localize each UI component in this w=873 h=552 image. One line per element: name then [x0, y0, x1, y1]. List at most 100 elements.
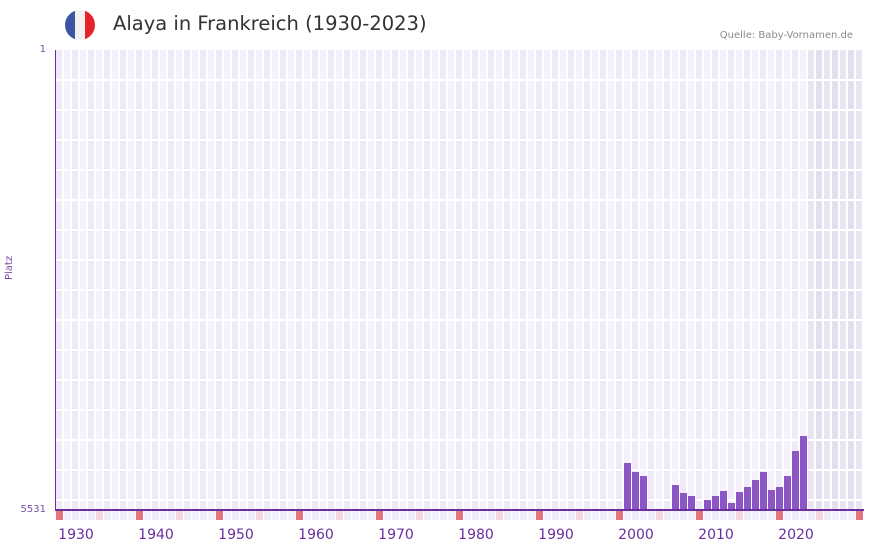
grid-column	[400, 50, 406, 510]
grid-column	[744, 50, 750, 510]
grid-column	[352, 50, 358, 510]
grid-column	[664, 50, 670, 510]
grid-column	[248, 50, 254, 510]
year-marker	[624, 511, 631, 520]
bar-2014[interactable]	[744, 487, 751, 510]
year-marker	[848, 511, 855, 520]
bar-2001[interactable]	[640, 475, 647, 510]
grid-column	[512, 50, 518, 510]
year-marker	[504, 511, 511, 520]
year-marker	[256, 511, 263, 520]
grid-column	[640, 50, 646, 510]
year-marker	[176, 511, 183, 520]
grid-column	[784, 50, 790, 510]
bar-2009[interactable]	[704, 500, 711, 510]
x-tick-label: 2000	[618, 527, 654, 543]
grid-row-line	[56, 229, 864, 231]
grid-column	[256, 50, 262, 510]
grid-column	[240, 50, 246, 510]
grid-row-line	[56, 499, 864, 501]
year-marker	[88, 511, 95, 520]
bar-1999[interactable]	[624, 463, 631, 510]
bar-2016[interactable]	[760, 472, 767, 510]
grid-row-line	[56, 169, 864, 171]
bar-2000[interactable]	[632, 472, 639, 510]
year-marker	[448, 511, 455, 520]
year-marker	[736, 511, 743, 520]
grid-column	[304, 50, 310, 510]
bar-2005[interactable]	[672, 484, 679, 510]
grid-column	[96, 50, 102, 510]
grid-column	[120, 50, 126, 510]
year-marker	[456, 511, 463, 520]
year-marker	[520, 511, 527, 520]
grid-column	[320, 50, 326, 510]
year-marker	[200, 511, 207, 520]
grid-column	[496, 50, 502, 510]
year-marker	[712, 511, 719, 520]
year-marker	[384, 511, 391, 520]
year-marker	[616, 511, 623, 520]
grid-column	[720, 50, 726, 510]
grid-column	[224, 50, 230, 510]
bar-2020[interactable]	[792, 451, 799, 510]
grid-column	[160, 50, 166, 510]
year-marker	[216, 511, 223, 520]
grid-column	[168, 50, 174, 510]
grid-column	[328, 50, 334, 510]
bar-2013[interactable]	[736, 492, 743, 510]
year-marker	[376, 511, 383, 520]
year-marker	[352, 511, 359, 520]
x-tick-label: 1960	[298, 527, 334, 543]
plot-area	[56, 50, 864, 510]
year-marker	[208, 511, 215, 520]
year-marker	[536, 511, 543, 520]
grid-row-line	[56, 319, 864, 321]
grid-column	[416, 50, 422, 510]
year-marker	[560, 511, 567, 520]
year-marker	[768, 511, 775, 520]
bar-2006[interactable]	[680, 493, 687, 510]
grid-column	[528, 50, 534, 510]
year-marker	[328, 511, 335, 520]
grid-column	[808, 50, 814, 510]
bar-2019[interactable]	[784, 475, 791, 510]
source-link[interactable]: Quelle: Baby-Vornamen.de	[719, 30, 853, 41]
year-marker	[672, 511, 679, 520]
bar-2011[interactable]	[720, 491, 727, 510]
year-marker	[392, 511, 399, 520]
year-marker	[224, 511, 231, 520]
bar-2018[interactable]	[776, 487, 783, 510]
grid-column	[192, 50, 198, 510]
year-marker	[688, 511, 695, 520]
grid-column	[552, 50, 558, 510]
grid-column	[384, 50, 390, 510]
bar-2012[interactable]	[728, 503, 735, 510]
grid-column	[200, 50, 206, 510]
year-marker	[160, 511, 167, 520]
grid-row-line	[56, 109, 864, 111]
bar-2021[interactable]	[800, 435, 807, 510]
x-tick-label: 2010	[698, 527, 734, 543]
year-marker	[248, 511, 255, 520]
year-marker	[144, 511, 151, 520]
flag-red-stripe	[85, 10, 95, 40]
flag-white-stripe	[75, 10, 85, 40]
grid-column	[576, 50, 582, 510]
year-marker	[264, 511, 271, 520]
year-marker	[632, 511, 639, 520]
grid-column	[600, 50, 606, 510]
x-tick-label: 1980	[458, 527, 494, 543]
year-marker	[152, 511, 159, 520]
grid-row-line	[56, 409, 864, 411]
bar-2017[interactable]	[768, 490, 775, 510]
year-marker	[240, 511, 247, 520]
bar-2010[interactable]	[712, 496, 719, 510]
x-tick-label: 1930	[58, 527, 94, 543]
year-marker	[776, 511, 783, 520]
bar-2007[interactable]	[688, 496, 695, 510]
grid-column	[472, 50, 478, 510]
bar-2015[interactable]	[752, 479, 759, 510]
grid-column	[112, 50, 118, 510]
grid-column	[712, 50, 718, 510]
